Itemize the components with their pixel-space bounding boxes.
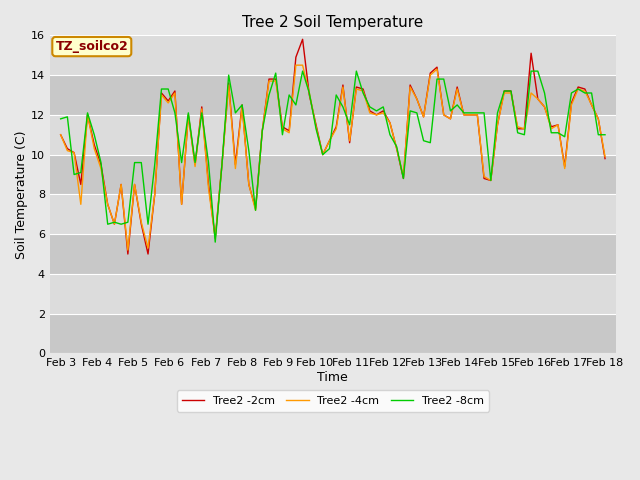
- Tree2 -8cm: [205, 160, 212, 166]
- Tree2 -8cm: [601, 132, 609, 138]
- X-axis label: Time: Time: [317, 371, 348, 384]
- Line: Tree2 -4cm: Tree2 -4cm: [61, 65, 605, 250]
- Tree2 -4cm: [493, 122, 501, 128]
- Tree2 -2cm: [493, 122, 501, 128]
- Bar: [50, 75, 616, 115]
- Tree2 -8cm: [184, 110, 192, 116]
- Tree2 -8cm: [218, 162, 226, 168]
- Title: Tree 2 Soil Temperature: Tree 2 Soil Temperature: [242, 15, 424, 30]
- Tree2 -4cm: [292, 62, 300, 68]
- Tree2 -8cm: [299, 68, 307, 74]
- Line: Tree2 -8cm: Tree2 -8cm: [61, 71, 605, 242]
- Tree2 -4cm: [326, 138, 333, 144]
- Tree2 -2cm: [211, 235, 219, 241]
- Tree2 -2cm: [124, 251, 132, 257]
- Tree2 -2cm: [191, 162, 199, 168]
- Line: Tree2 -2cm: Tree2 -2cm: [61, 39, 605, 254]
- Bar: [50, 155, 616, 194]
- Bar: [50, 274, 616, 313]
- Tree2 -2cm: [218, 162, 226, 168]
- Tree2 -8cm: [211, 239, 219, 245]
- Tree2 -4cm: [218, 162, 226, 168]
- Bar: [50, 36, 616, 75]
- Tree2 -8cm: [507, 88, 515, 94]
- Bar: [50, 234, 616, 274]
- Tree2 -4cm: [601, 154, 609, 159]
- Tree2 -2cm: [57, 132, 65, 138]
- Tree2 -2cm: [299, 36, 307, 42]
- Tree2 -4cm: [507, 90, 515, 96]
- Tree2 -4cm: [57, 132, 65, 138]
- Tree2 -8cm: [493, 110, 501, 116]
- Tree2 -4cm: [124, 247, 132, 253]
- Tree2 -2cm: [601, 156, 609, 161]
- Bar: [50, 115, 616, 155]
- Tree2 -8cm: [326, 146, 333, 152]
- Bar: [50, 194, 616, 234]
- Tree2 -2cm: [326, 138, 333, 144]
- Y-axis label: Soil Temperature (C): Soil Temperature (C): [15, 130, 28, 259]
- Tree2 -4cm: [211, 235, 219, 241]
- Tree2 -2cm: [507, 88, 515, 94]
- Bar: [50, 313, 616, 353]
- Tree2 -8cm: [57, 116, 65, 122]
- Legend: Tree2 -2cm, Tree2 -4cm, Tree2 -8cm: Tree2 -2cm, Tree2 -4cm, Tree2 -8cm: [177, 390, 489, 411]
- Text: TZ_soilco2: TZ_soilco2: [56, 40, 128, 53]
- Tree2 -4cm: [191, 164, 199, 169]
